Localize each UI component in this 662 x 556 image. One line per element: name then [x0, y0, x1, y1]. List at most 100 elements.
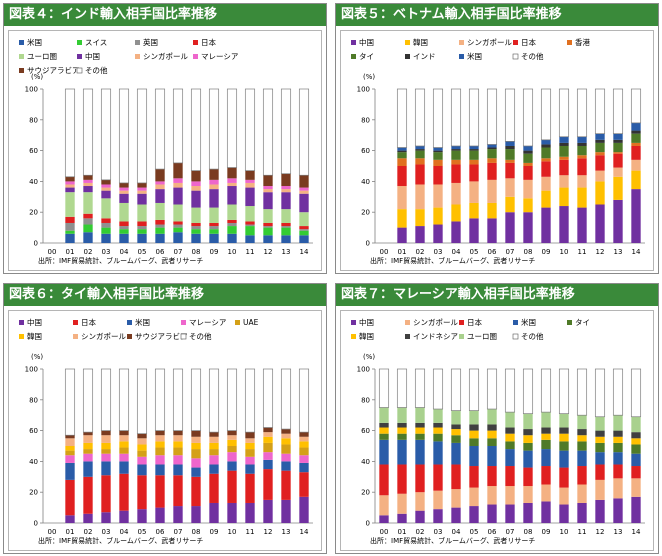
x-tick-label: 11	[246, 528, 255, 536]
bar-segment-series-6-08	[523, 429, 533, 436]
bar-segment-series-7-01	[65, 435, 75, 439]
bar-segment-series-6-01	[65, 438, 75, 446]
bar-segment-series-0-06	[487, 218, 497, 243]
legend-label: 韓国	[359, 331, 374, 341]
legend-label: その他	[85, 65, 108, 75]
bar-segment-series-0-08	[191, 506, 201, 523]
y-tick-label: 80	[29, 116, 38, 124]
bar-segment-series-5-00	[379, 427, 389, 434]
bar-segment-series-1-01	[65, 479, 75, 516]
x-tick-label: 03	[434, 528, 443, 536]
y-tick-label: 60	[29, 147, 38, 155]
bar-segment-series-5-14	[299, 193, 309, 213]
bar-segment-series-2-13	[281, 461, 291, 471]
bar-segment-series-8-07	[172, 368, 184, 431]
x-tick-label: 02	[416, 248, 425, 256]
bar-segment-series-8-06	[486, 88, 498, 145]
bar-segment-series-3-13	[281, 453, 291, 462]
x-tick-label: 06	[156, 248, 165, 256]
bar-segment-series-3-06	[155, 219, 165, 225]
bar-segment-series-8-05	[137, 182, 147, 188]
bar-segment-series-9-13	[280, 88, 292, 175]
legend-label: インドネシア	[413, 332, 458, 341]
bar-segment-series-1-06	[487, 202, 497, 219]
bar-segment-series-8-09	[209, 169, 219, 180]
bar-segment-series-3-09	[209, 455, 219, 465]
bar-segment-series-8-04	[118, 368, 130, 431]
bar-segment-series-1-04	[119, 473, 129, 511]
bar-segment-series-0-12	[263, 235, 273, 243]
bar-segment-series-2-13	[613, 464, 623, 479]
legend-label: インド	[413, 52, 436, 61]
x-tick-label: 09	[542, 248, 551, 256]
y-tick-label: 100	[357, 86, 370, 94]
bar-segment-series-8-05	[136, 368, 148, 435]
bar-segment-series-0-09	[209, 233, 219, 243]
bar-segment-series-4-04	[119, 447, 129, 454]
bar-segment-series-4-08	[523, 442, 533, 451]
bar-segment-series-6-05	[469, 149, 479, 151]
bar-segment-series-8-07	[504, 368, 516, 413]
y-tick-label: 40	[29, 178, 38, 186]
bar-segment-series-9-10	[226, 88, 238, 168]
legend-swatch-4	[567, 320, 572, 325]
bar-segment-series-6-11	[577, 429, 587, 436]
legend-swatch-0	[19, 320, 24, 325]
bar-segment-series-1-04	[451, 204, 461, 222]
y-tick-label: 40	[361, 458, 370, 466]
x-tick-label: 11	[246, 248, 255, 256]
bar-segment-series-3-05	[469, 164, 479, 182]
bar-segment-series-1-02	[415, 492, 425, 511]
bar-segment-series-7-10	[559, 413, 569, 428]
x-tick-label: 07	[174, 248, 183, 256]
bar-segment-series-0-07	[173, 506, 183, 523]
bar-segment-series-0-13	[281, 499, 291, 523]
bar-segment-series-5-08	[191, 442, 201, 450]
legend-label: 中国	[85, 51, 100, 61]
y-axis-unit: (%)	[363, 353, 375, 361]
bar-segment-series-7-05	[137, 433, 147, 439]
x-tick-label: 08	[192, 248, 201, 256]
bar-segment-series-3-09	[209, 222, 219, 227]
bar-segment-series-8-13	[281, 173, 291, 187]
legend-label: ユーロ圏	[467, 332, 497, 341]
bar-segment-series-2-10	[227, 222, 237, 227]
legend-label: その他	[189, 331, 212, 341]
bar-segment-series-3-00	[379, 439, 389, 465]
bar-segment-series-5-12	[263, 192, 273, 210]
bar-segment-series-0-04	[119, 510, 129, 523]
bar-segment-series-1-02	[83, 224, 93, 233]
bar-segment-series-6-04	[451, 149, 461, 151]
legend: 中国 日本 米国 マレーシア UAE 韓国 シンガポール サウジアラビア その他	[19, 317, 259, 341]
bar-segment-series-0-10	[227, 233, 237, 243]
chart-area: 中国 日本 米国 マレーシア UAE 韓国 シンガポール サウジアラビア その他 (%) 0 20 40…	[8, 310, 322, 551]
legend-label: その他	[521, 331, 544, 341]
panel-india-imports: 図表４：インド輸入相手国比率推移 米国 スイス 英国 日本 ユーロ圏 中国 シンガポール マレ…	[3, 3, 327, 274]
y-tick-label: 40	[29, 458, 38, 466]
bars	[64, 368, 310, 523]
x-tick-label: 01	[66, 248, 75, 256]
bar-segment-series-1-09	[209, 473, 219, 503]
bar-segment-series-4-06	[487, 438, 497, 446]
x-tick-label: 10	[228, 248, 237, 256]
bar-segment-series-2-06	[487, 179, 497, 203]
bar-segment-series-6-09	[209, 436, 219, 443]
bar-segment-series-2-12	[595, 464, 605, 480]
legend-label: 中国	[27, 317, 42, 327]
bar-segment-series-2-12	[263, 459, 273, 470]
bar-segment-series-2-03	[433, 184, 443, 208]
bar-segment-series-4-02	[415, 158, 425, 165]
bar-segment-series-3-07	[173, 221, 183, 225]
bar-segment-series-3-05	[137, 456, 147, 465]
bar-segment-series-6-05	[137, 438, 147, 445]
bar-segment-series-5-01	[65, 187, 75, 193]
bar-segment-series-9-07	[172, 88, 184, 164]
bar-segment-series-3-02	[83, 213, 93, 219]
bar-segment-series-6-06	[155, 435, 165, 442]
bar-segment-series-5-08	[523, 153, 533, 163]
bar-segment-series-4-12	[263, 442, 273, 453]
bar-segment-series-7-05	[137, 187, 147, 191]
legend-swatch-1	[405, 40, 410, 45]
bar-segment-series-5-14	[631, 438, 641, 445]
bar-segment-series-1-03	[433, 207, 443, 225]
